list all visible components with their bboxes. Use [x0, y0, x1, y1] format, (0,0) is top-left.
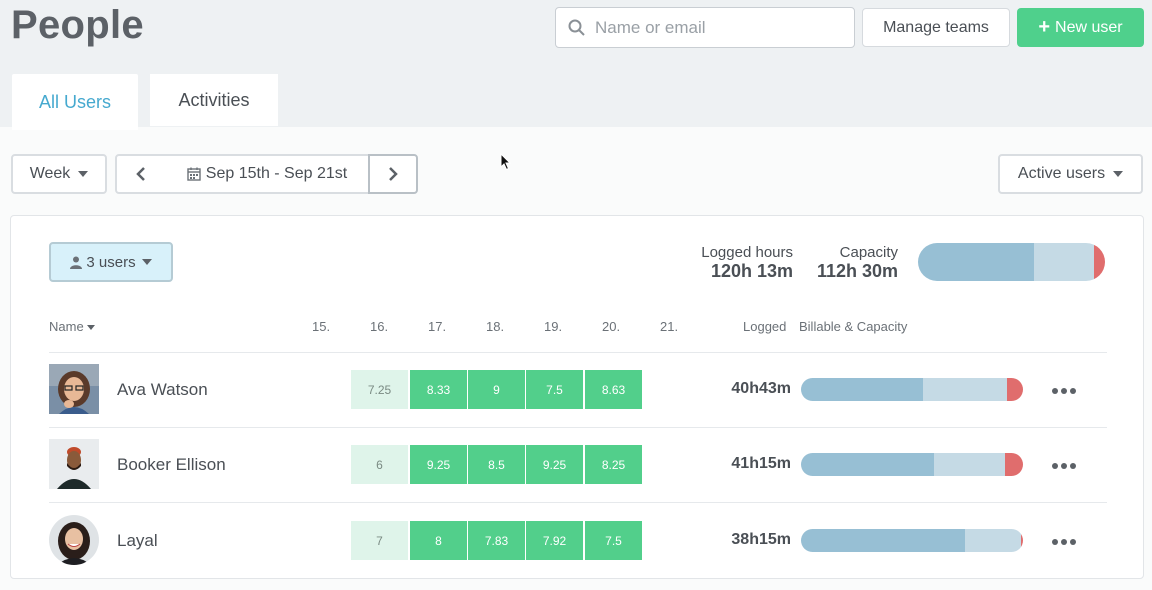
overtime-segment [1007, 378, 1023, 401]
avatar [49, 439, 99, 489]
caret-down-icon [78, 171, 89, 177]
users-count-dropdown[interactable]: 3 users [49, 242, 173, 282]
plus-icon: + [1038, 15, 1051, 38]
user-name[interactable]: Ava Watson [117, 380, 208, 399]
day-header: 21. [660, 319, 679, 334]
chevron-left-icon [135, 167, 145, 181]
name-header-label: Name [49, 319, 84, 334]
hour-cell[interactable]: 7.5 [585, 521, 642, 560]
previous-week-button[interactable] [115, 154, 165, 194]
name-column-header[interactable]: Name [49, 319, 95, 334]
mouse-cursor-icon [500, 153, 512, 171]
logged-hours-label: Logged hours [701, 244, 793, 261]
chevron-right-icon [389, 167, 398, 181]
row-divider [49, 427, 1107, 428]
period-dropdown[interactable]: Week [11, 154, 107, 194]
filter-label: Active users [1017, 165, 1106, 182]
hour-cell[interactable]: 8 [410, 521, 467, 560]
billable-column-header: Billable & Capacity [799, 319, 908, 334]
capacity-label: Capacity [839, 244, 898, 261]
period-label: Week [29, 165, 71, 182]
capacity-value: 112h 30m [816, 261, 898, 281]
search-input[interactable] [595, 17, 835, 38]
hour-cell[interactable]: 7.5 [526, 370, 583, 409]
hour-cell[interactable]: 7.25 [351, 370, 408, 409]
tab-activities[interactable]: Activities [150, 74, 278, 126]
overtime-segment [1020, 529, 1023, 552]
billable-segment [801, 453, 935, 476]
users-count-label: 3 users [86, 253, 136, 271]
logged-value: 41h15m [731, 455, 791, 472]
user-filter-dropdown[interactable]: Active users [998, 154, 1143, 194]
next-week-button[interactable] [368, 154, 418, 194]
logged-hours-value: 120h 13m [710, 261, 793, 281]
summary-capacity-bar [918, 243, 1105, 281]
capacity-segment [1033, 243, 1094, 281]
logged-value: 38h15m [731, 531, 791, 548]
day-header: 15. [312, 319, 331, 334]
logged-value: 40h43m [731, 380, 791, 397]
billable-segment [918, 243, 1034, 281]
capacity-segment [934, 453, 1006, 476]
day-header: 18. [486, 319, 505, 334]
user-icon [70, 256, 83, 269]
billable-capacity-bar [801, 378, 1023, 401]
hour-cell[interactable]: 9 [468, 370, 525, 409]
new-user-label: New user [1055, 18, 1123, 36]
manage-teams-label: Manage teams [883, 18, 989, 36]
day-header: 19. [544, 319, 563, 334]
logged-column-header: Logged [743, 319, 787, 334]
caret-down-icon [1113, 171, 1124, 177]
date-range-label: Sep 15th - Sep 21st [205, 165, 348, 182]
avatar [49, 515, 99, 565]
capacity-segment [923, 378, 1008, 401]
hour-cell[interactable]: 7.92 [526, 521, 583, 560]
billable-capacity-bar [801, 453, 1023, 476]
row-actions-menu[interactable] [1052, 539, 1076, 545]
row-actions-menu[interactable] [1052, 388, 1076, 394]
overtime-segment [1093, 243, 1105, 281]
tab-label: Activities [178, 89, 250, 110]
user-name[interactable]: Booker Ellison [117, 455, 226, 474]
tab-label: All Users [38, 91, 111, 112]
capacity-segment [965, 529, 1021, 552]
day-header: 16. [370, 319, 389, 334]
caret-down-icon [141, 259, 152, 265]
hour-cell[interactable]: 8.63 [585, 370, 642, 409]
hour-cell[interactable]: 7 [351, 521, 408, 560]
billable-segment [801, 378, 924, 401]
row-actions-menu[interactable] [1052, 463, 1076, 469]
tab-all-users[interactable]: All Users [12, 74, 138, 130]
day-header: 17. [428, 319, 447, 334]
calendar-icon [187, 167, 201, 181]
manage-teams-button[interactable]: Manage teams [862, 8, 1010, 47]
search-field[interactable] [555, 7, 855, 48]
user-name[interactable]: Layal [117, 531, 158, 550]
billable-capacity-bar [801, 529, 1023, 552]
day-header: 20. [602, 319, 621, 334]
page-title: People [11, 3, 144, 47]
hour-cell[interactable]: 8.33 [410, 370, 467, 409]
hour-cell[interactable]: 9.25 [526, 445, 583, 484]
hour-cell[interactable]: 6 [351, 445, 408, 484]
avatar [49, 364, 99, 414]
row-divider [49, 502, 1107, 503]
hour-cell[interactable]: 8.25 [585, 445, 642, 484]
hour-cell[interactable]: 8.5 [468, 445, 525, 484]
caret-down-icon [86, 325, 95, 331]
overtime-segment [1005, 453, 1023, 476]
billable-segment [801, 529, 966, 552]
search-icon [568, 19, 585, 36]
hour-cell[interactable]: 9.25 [410, 445, 467, 484]
hour-cell[interactable]: 7.83 [468, 521, 525, 560]
new-user-button[interactable]: + New user [1017, 8, 1144, 47]
row-divider [49, 352, 1107, 353]
date-range-picker[interactable]: Sep 15th - Sep 21st [164, 154, 370, 194]
